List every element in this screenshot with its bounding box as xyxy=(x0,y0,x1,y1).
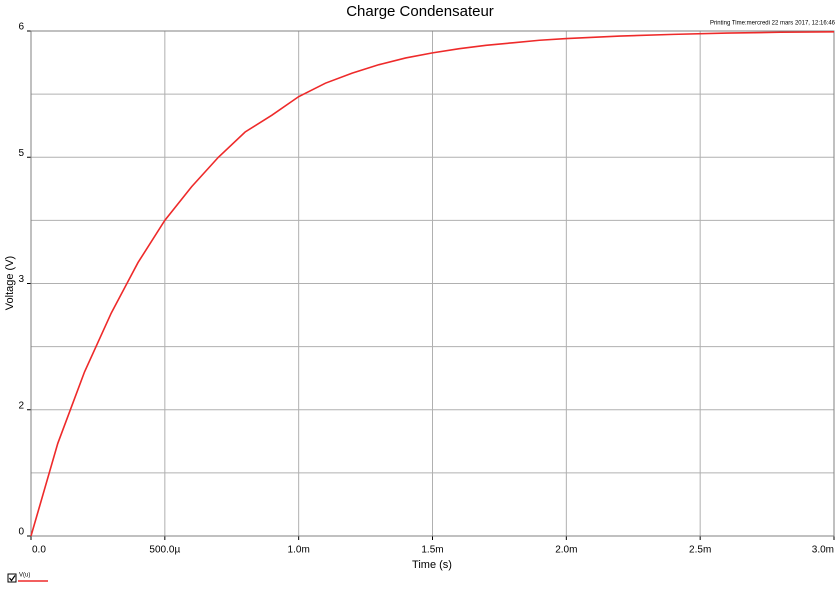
y-tick-label: 3 xyxy=(18,274,24,285)
x-tick-label: 1.5m xyxy=(421,545,443,556)
x-tick-label: 2.0m xyxy=(555,545,577,556)
x-tick-label: 500.0µ xyxy=(149,545,180,556)
y-tick-label: 0 xyxy=(18,527,24,538)
legend-label: V(u) xyxy=(19,573,30,579)
x-tick-label: 3.0m xyxy=(812,545,834,556)
legend-checkbox[interactable] xyxy=(7,573,17,583)
y-tick-label: 5 xyxy=(18,148,24,159)
series-line xyxy=(30,31,835,537)
plot-frame xyxy=(30,30,835,537)
y-tick-label: 6 xyxy=(18,22,24,33)
x-tick-label: 0.0 xyxy=(32,545,46,556)
x-tick-label: 2.5m xyxy=(689,545,711,556)
chart-title: Charge Condensateur xyxy=(346,3,494,20)
legend-check xyxy=(9,575,16,582)
x-tick-label: 1.0m xyxy=(288,545,310,556)
y-axis-label: Voltage (V) xyxy=(4,256,16,310)
y-tick-label: 2 xyxy=(18,400,24,411)
printing-time: Printing Time:mercredi 22 mars 2017, 12:… xyxy=(710,21,836,27)
x-axis-label: Time (s) xyxy=(412,559,452,571)
